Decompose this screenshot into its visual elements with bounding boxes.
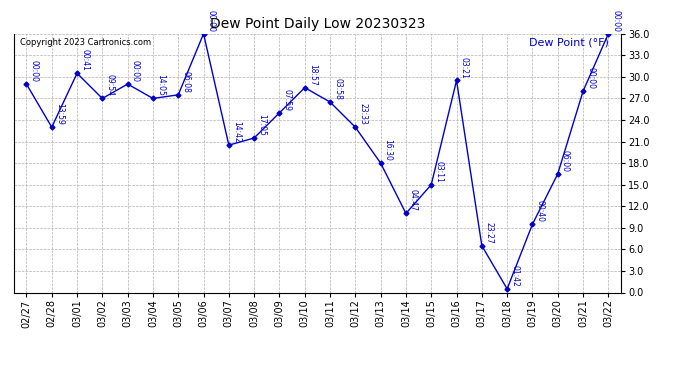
Text: 23:33: 23:33: [358, 103, 367, 125]
Text: 00:00: 00:00: [206, 10, 215, 32]
Title: Dew Point Daily Low 20230323: Dew Point Daily Low 20230323: [210, 17, 425, 31]
Text: 04:47: 04:47: [409, 189, 418, 211]
Text: 07:59: 07:59: [282, 88, 291, 111]
Text: 03:11: 03:11: [434, 161, 443, 183]
Text: 00:41: 00:41: [80, 49, 89, 71]
Text: 09:54: 09:54: [106, 74, 115, 96]
Text: 14:05: 14:05: [156, 74, 165, 96]
Text: 00:00: 00:00: [611, 10, 620, 32]
Text: 00:00: 00:00: [30, 60, 39, 82]
Text: 16:30: 16:30: [384, 139, 393, 161]
Text: 06:08: 06:08: [181, 71, 190, 93]
Text: 14:42: 14:42: [232, 121, 241, 143]
Text: 00:00: 00:00: [130, 60, 139, 82]
Text: Dew Point (°F): Dew Point (°F): [529, 38, 609, 48]
Text: 03:21: 03:21: [460, 57, 469, 78]
Text: 13:59: 13:59: [55, 103, 63, 125]
Text: 00:00: 00:00: [586, 67, 595, 89]
Text: 17:05: 17:05: [257, 114, 266, 136]
Text: 03:58: 03:58: [333, 78, 342, 100]
Text: 23:27: 23:27: [485, 222, 494, 244]
Text: 00:40: 00:40: [535, 200, 544, 222]
Text: 18:57: 18:57: [308, 64, 317, 86]
Text: 06:00: 06:00: [561, 150, 570, 172]
Text: 01:42: 01:42: [510, 265, 519, 287]
Text: Copyright 2023 Cartronics.com: Copyright 2023 Cartronics.com: [20, 38, 151, 46]
